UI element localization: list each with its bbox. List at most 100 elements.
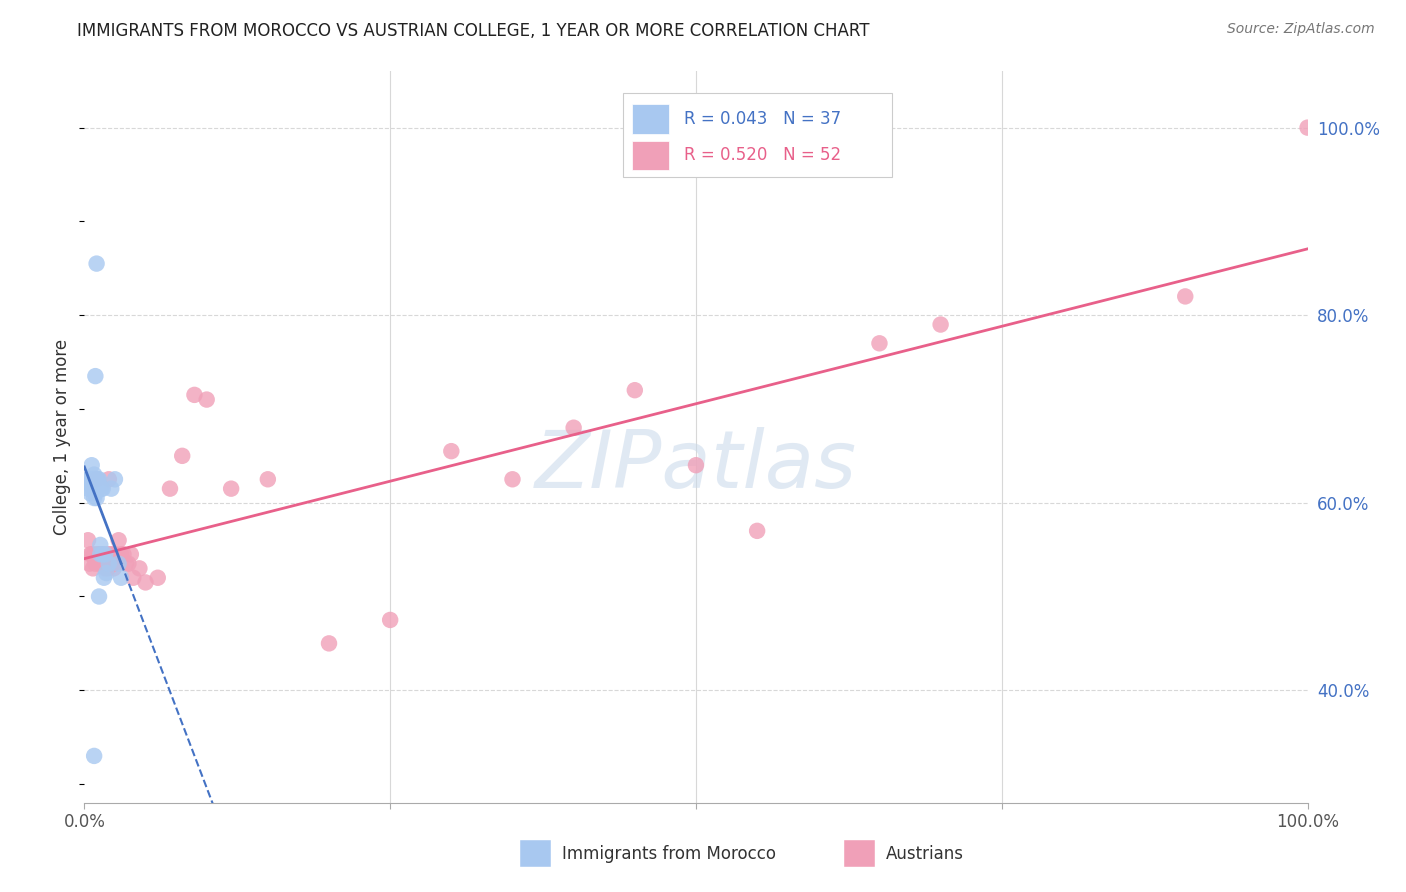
Point: [89, 557, 111, 571]
FancyBboxPatch shape: [633, 104, 669, 134]
Point: [90, 482, 112, 496]
Point: [107, 557, 129, 571]
Point: [110, 571, 132, 585]
Point: [82, 472, 104, 486]
Point: [80, 477, 103, 491]
Point: [91, 547, 114, 561]
Point: [195, 392, 218, 407]
Point: [89, 538, 111, 552]
Point: [115, 557, 138, 571]
Point: [87, 547, 110, 561]
Point: [869, 336, 891, 351]
Point: [117, 557, 139, 571]
Point: [219, 482, 242, 496]
Point: [77, 482, 100, 496]
Point: [104, 472, 127, 486]
Point: [159, 482, 181, 496]
Point: [502, 472, 524, 486]
Point: [77, 557, 100, 571]
Text: R = 0.520   N = 52: R = 0.520 N = 52: [683, 146, 841, 164]
Point: [128, 561, 150, 575]
Point: [122, 571, 145, 585]
Point: [105, 557, 128, 571]
Point: [93, 557, 115, 571]
Point: [84, 557, 107, 571]
Point: [1296, 120, 1319, 135]
Point: [80, 547, 103, 561]
Point: [87, 482, 110, 496]
Text: R = 0.043   N = 37: R = 0.043 N = 37: [683, 110, 841, 128]
Point: [112, 547, 135, 561]
Point: [104, 547, 127, 561]
Point: [79, 547, 101, 561]
Point: [96, 566, 118, 580]
Point: [87, 590, 110, 604]
Point: [107, 533, 129, 548]
Text: IMMIGRANTS FROM MOROCCO VS AUSTRIAN COLLEGE, 1 YEAR OR MORE CORRELATION CHART: IMMIGRANTS FROM MOROCCO VS AUSTRIAN COLL…: [77, 22, 870, 40]
Point: [84, 369, 107, 384]
Text: Source: ZipAtlas.com: Source: ZipAtlas.com: [1227, 22, 1375, 37]
Point: [929, 318, 952, 332]
Point: [82, 561, 104, 575]
Point: [1174, 289, 1197, 303]
Point: [98, 547, 121, 561]
Point: [380, 613, 402, 627]
Point: [747, 524, 769, 538]
Point: [120, 547, 142, 561]
Point: [94, 561, 117, 575]
Point: [83, 467, 105, 482]
Point: [79, 486, 101, 500]
Point: [100, 482, 122, 496]
Point: [685, 458, 707, 473]
Point: [87, 472, 110, 486]
Point: [257, 472, 280, 486]
FancyBboxPatch shape: [623, 94, 891, 178]
Point: [97, 561, 120, 575]
Point: [77, 472, 100, 486]
Point: [82, 482, 104, 496]
Point: [83, 547, 105, 561]
Point: [101, 557, 124, 571]
Point: [93, 571, 115, 585]
Point: [318, 636, 340, 650]
Text: ZIPatlas: ZIPatlas: [534, 427, 858, 506]
Point: [172, 449, 194, 463]
Point: [96, 547, 118, 561]
Point: [77, 533, 100, 548]
Point: [440, 444, 463, 458]
Point: [94, 547, 117, 561]
Point: [110, 547, 132, 561]
Point: [146, 571, 169, 585]
Point: [562, 420, 585, 434]
Point: [91, 482, 114, 496]
Point: [91, 547, 114, 561]
Text: Austrians: Austrians: [886, 845, 963, 863]
Point: [79, 477, 101, 491]
FancyBboxPatch shape: [633, 141, 669, 170]
Point: [86, 491, 108, 505]
Point: [84, 486, 107, 500]
Point: [80, 458, 103, 473]
Point: [183, 388, 205, 402]
Point: [97, 472, 120, 486]
Point: [624, 383, 647, 397]
Y-axis label: College, 1 year or more: College, 1 year or more: [53, 339, 72, 535]
Point: [83, 748, 105, 763]
Point: [86, 472, 108, 486]
Point: [100, 547, 122, 561]
Point: [83, 477, 105, 491]
Point: [97, 557, 120, 571]
Point: [135, 575, 157, 590]
Point: [103, 561, 125, 575]
Point: [86, 257, 108, 271]
Point: [89, 547, 111, 561]
Point: [87, 472, 110, 486]
Point: [83, 491, 105, 505]
Point: [87, 547, 110, 561]
Point: [84, 472, 107, 486]
Point: [77, 472, 100, 486]
Point: [90, 547, 112, 561]
Point: [86, 477, 108, 491]
Point: [87, 477, 110, 491]
Text: Immigrants from Morocco: Immigrants from Morocco: [562, 845, 776, 863]
